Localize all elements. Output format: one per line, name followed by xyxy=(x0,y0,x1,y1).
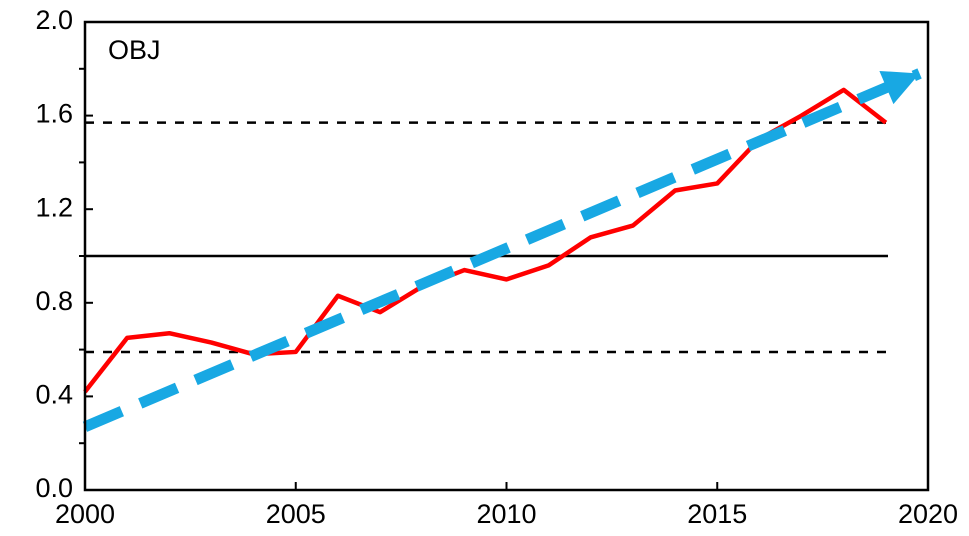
x-tick-label: 2015 xyxy=(687,499,747,529)
plot-frame xyxy=(83,20,930,492)
x-tick-label: 2010 xyxy=(476,499,536,529)
x-tick-label: 2020 xyxy=(898,499,958,529)
trend-arrowhead xyxy=(879,70,920,105)
y-tick-label: 0.0 xyxy=(35,473,73,503)
x-tick-label: 2005 xyxy=(266,499,326,529)
y-tick-label: 2.0 xyxy=(35,5,73,35)
annotation: OBJ xyxy=(108,35,161,65)
trend-line xyxy=(82,68,922,432)
y-tick-label: 0.8 xyxy=(35,286,73,316)
y-tick-label: 1.2 xyxy=(35,192,73,222)
x-tick-label: 2000 xyxy=(55,499,115,529)
y-tick-label: 0.4 xyxy=(35,380,73,410)
y-tick-label: 1.6 xyxy=(35,99,73,129)
